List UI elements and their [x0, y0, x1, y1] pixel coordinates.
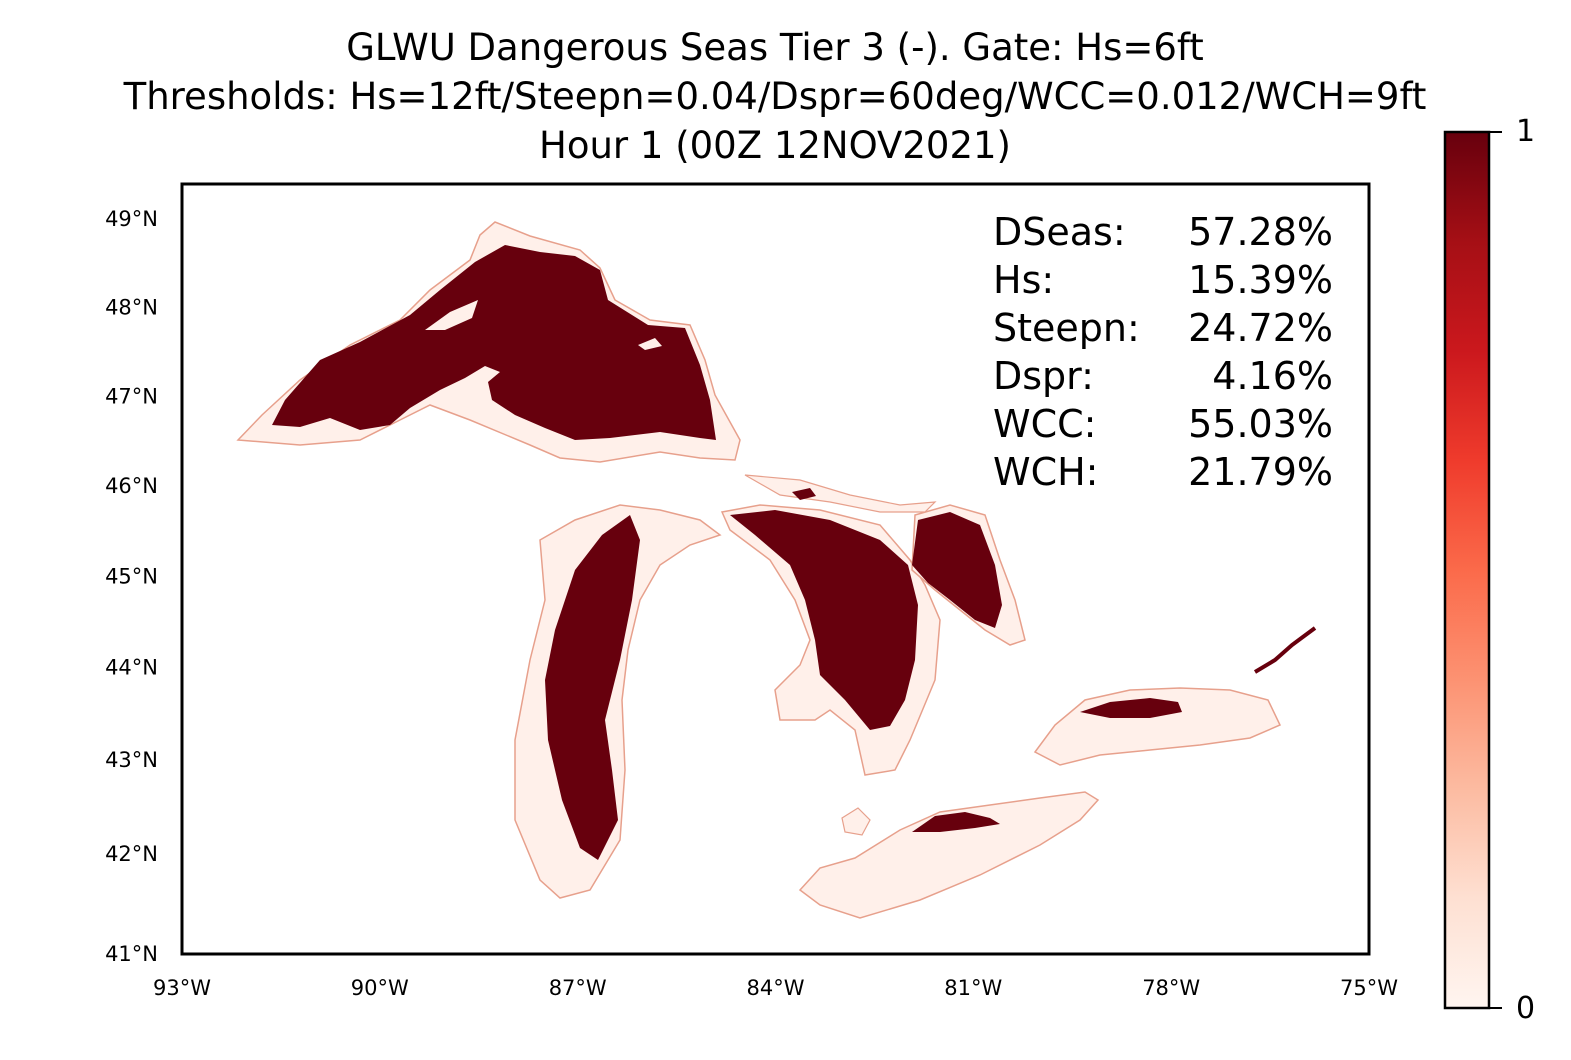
lat-tick-label: 42°N — [105, 842, 158, 866]
lon-tick-label: 90°W — [351, 976, 409, 1000]
stat-value: 4.16% — [1212, 354, 1333, 398]
lat-tick-label: 45°N — [105, 564, 158, 588]
stat-label: WCC: — [993, 402, 1097, 446]
stat-row-wch: WCH: 21.79% — [993, 448, 1333, 496]
st-lawrence-river — [1253, 626, 1317, 674]
lon-tick-label: 87°W — [549, 976, 607, 1000]
lake-st-clair — [841, 807, 871, 836]
title-line-3: Hour 1 (00Z 12NOV2021) — [539, 124, 1011, 167]
georgian-bay-danger — [912, 512, 1002, 628]
stat-value: 55.03% — [1188, 402, 1333, 446]
lake-erie-danger — [912, 812, 1000, 832]
stat-label: Dspr: — [993, 354, 1094, 398]
lake-huron-danger — [730, 510, 918, 730]
lake-ontario-danger — [1080, 698, 1182, 718]
lake-erie-safe — [798, 791, 1100, 919]
north-channel-danger — [792, 488, 816, 500]
lon-tick-label: 93°W — [153, 976, 211, 1000]
longitude-ticks: 93°W 90°W 87°W 84°W 81°W 78°W 75°W — [153, 976, 1398, 1000]
stat-row-dseas: DSeas: 57.28% — [993, 208, 1333, 256]
stat-row-dspr: Dspr: 4.16% — [993, 352, 1333, 400]
stat-label: WCH: — [993, 450, 1099, 494]
stat-value: 57.28% — [1188, 210, 1333, 254]
title-line-1: GLWU Dangerous Seas Tier 3 (-). Gate: Hs… — [346, 26, 1204, 69]
lon-tick-label: 78°W — [1142, 976, 1200, 1000]
stat-row-steepn: Steepn: 24.72% — [993, 304, 1333, 352]
latitude-ticks: 49°N 48°N 47°N 46°N 45°N 44°N 43°N 42°N 41°N — [105, 207, 158, 966]
lat-tick-label: 46°N — [105, 474, 158, 498]
lakes-layer — [236, 221, 1317, 919]
lake-superior-danger — [272, 245, 716, 440]
lat-tick-label: 48°N — [105, 296, 158, 320]
stat-row-hs: Hs: 15.39% — [993, 256, 1333, 304]
stat-label: Hs: — [993, 258, 1055, 302]
lat-tick-label: 47°N — [105, 385, 158, 409]
colorbar-min-label: 0 — [1516, 991, 1536, 1026]
stat-value: 24.72% — [1188, 306, 1333, 350]
colorbar-max-label: 1 — [1516, 114, 1536, 149]
stat-row-wcc: WCC: 55.03% — [993, 400, 1333, 448]
map-frame — [180, 182, 1371, 956]
stat-value: 15.39% — [1188, 258, 1333, 302]
stat-value: 21.79% — [1188, 450, 1333, 494]
lon-tick-label: 84°W — [747, 976, 805, 1000]
lon-tick-label: 75°W — [1340, 976, 1398, 1000]
isle-royale — [425, 300, 478, 330]
colorbar — [1443, 130, 1491, 1010]
lon-tick-label: 81°W — [944, 976, 1002, 1000]
superior-island — [638, 338, 662, 350]
stat-label: DSeas: — [993, 210, 1126, 254]
lat-tick-label: 41°N — [105, 942, 158, 966]
lat-tick-label: 43°N — [105, 748, 158, 772]
stat-label: Steepn: — [993, 306, 1140, 350]
lake-michigan-danger — [545, 515, 640, 860]
lat-tick-label: 44°N — [105, 655, 158, 679]
stats-panel: DSeas: 57.28% Hs: 15.39% Steepn: 24.72% … — [993, 208, 1333, 496]
lat-tick-label: 49°N — [105, 207, 158, 231]
title-line-2: Thresholds: Hs=12ft/Steepn=0.04/Dspr=60d… — [123, 75, 1427, 118]
